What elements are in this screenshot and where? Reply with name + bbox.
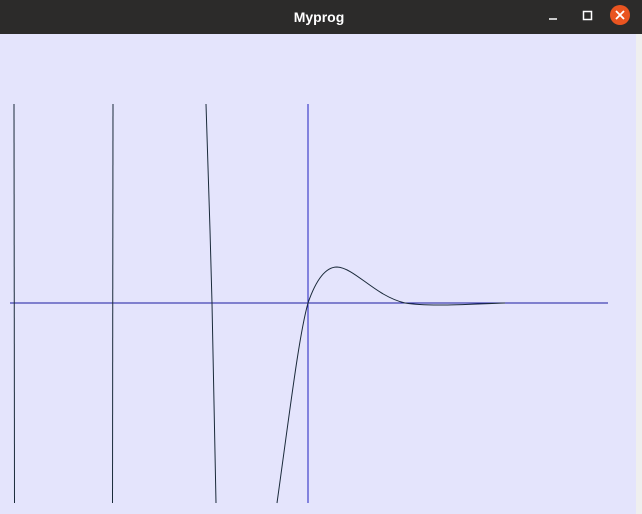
window-edge (636, 34, 642, 514)
window-title: Myprog (293, 9, 345, 25)
close-icon (615, 10, 625, 20)
close-button[interactable] (610, 5, 630, 25)
curve-branch (205, 103, 217, 504)
maximize-button[interactable] (582, 10, 593, 21)
curve-branch (13, 103, 15, 504)
window-controls (549, 5, 630, 25)
curve-branch (276, 266, 506, 504)
curve-branch (112, 103, 114, 504)
title-bar: Myprog (0, 0, 642, 34)
